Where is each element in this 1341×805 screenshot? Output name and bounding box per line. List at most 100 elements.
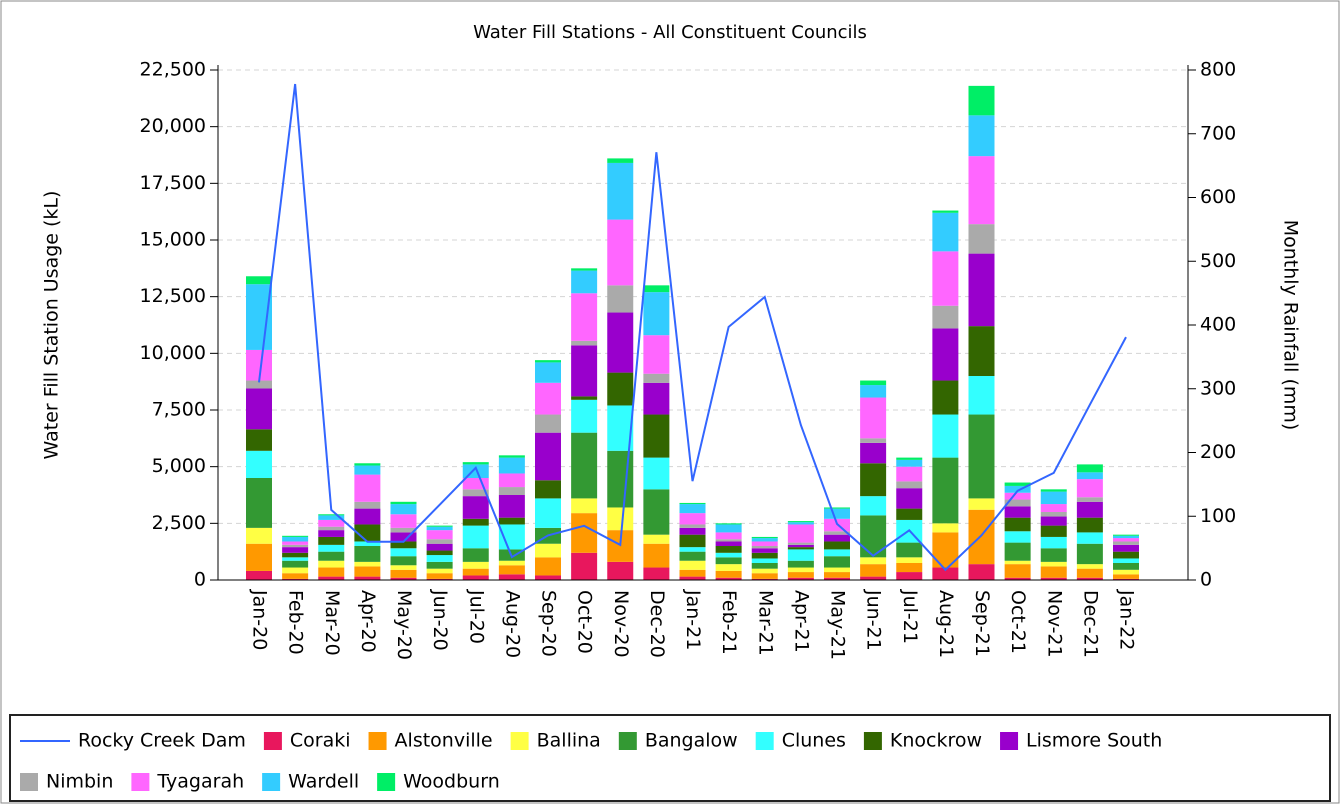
bar-segment [246, 543, 272, 571]
bar-segment [282, 547, 309, 553]
chart-title: Water Fill Stations - All Constituent Co… [473, 22, 867, 43]
bar-segment [426, 530, 453, 540]
bar-segment [751, 573, 778, 579]
bar-segment [824, 541, 850, 550]
bar-segment [824, 534, 850, 542]
y2-tick-label: 100 [1200, 505, 1236, 527]
bar-segment [498, 495, 525, 518]
bar-segment [535, 543, 561, 558]
bar-segment [426, 568, 453, 574]
bar-segment [571, 552, 598, 580]
bar-segment [1004, 531, 1031, 543]
bar-segment [246, 450, 272, 478]
bar-segment [679, 527, 706, 535]
x-tick-label: Apr-20 [357, 590, 379, 653]
y2-tick-label: 500 [1200, 250, 1236, 272]
x-tick-label: Nov-20 [610, 590, 632, 658]
bar-segment [751, 578, 778, 580]
bar-segment [426, 526, 453, 531]
bar-segment [860, 385, 887, 398]
bar-segment [715, 564, 742, 571]
bar-segment [571, 432, 598, 499]
bar-segment [679, 502, 706, 505]
bar-segment [932, 210, 959, 213]
bar-segment [968, 253, 995, 327]
bar-segment [246, 527, 272, 544]
legend-frame [9, 714, 1331, 802]
bar-segment [860, 380, 887, 386]
y2-tick-label: 400 [1200, 314, 1236, 336]
bar-segment [860, 557, 887, 565]
legend-swatch [618, 732, 637, 750]
bar-segment [824, 556, 850, 568]
x-tick-label: Feb-20 [285, 590, 307, 655]
bar-segment [1040, 504, 1067, 512]
bar-segment [643, 373, 670, 383]
bar-segment [860, 496, 887, 516]
bar-segment [824, 567, 850, 573]
bar-segment [715, 532, 742, 540]
x-tick-label: Oct-21 [1007, 590, 1029, 654]
bar-segment [824, 549, 850, 557]
bar-segment [932, 212, 959, 252]
bar-segment [1004, 499, 1031, 507]
bar-segment [932, 523, 959, 533]
bar-segment [462, 518, 489, 526]
bar-segment [824, 507, 850, 509]
bar-segment [498, 455, 525, 458]
bar-segment [643, 414, 670, 458]
bar-segment [1004, 577, 1031, 580]
bar-segment [607, 450, 634, 508]
bar-segment [282, 567, 309, 574]
bar-segment [1113, 563, 1139, 570]
legend-swatch [510, 732, 529, 750]
bar-segment [1113, 574, 1139, 579]
bar-segment [246, 284, 272, 350]
bar-segment [571, 498, 598, 514]
bar-segment [282, 536, 309, 542]
bar-segment [787, 567, 814, 573]
bar-segment [246, 429, 272, 451]
bar-segment [679, 551, 706, 561]
bar-segment [1113, 535, 1139, 539]
bar-segment [643, 543, 670, 568]
bar-segment [462, 561, 489, 569]
x-tick-label: Jun-20 [429, 589, 451, 651]
bar-segment [1113, 541, 1139, 545]
bar-segment [1004, 517, 1031, 532]
bar-segment [607, 162, 634, 220]
x-tick-label: May-21 [827, 590, 849, 660]
y2-tick-label: 700 [1200, 122, 1236, 144]
bar-segment [607, 561, 634, 580]
bar-segment [390, 556, 417, 566]
bar-segment [462, 496, 489, 519]
legend-label: Rocky Creek Dam [78, 730, 246, 752]
bar-segment [571, 293, 598, 341]
bar-segment [968, 115, 995, 157]
bar-segment [643, 567, 670, 580]
bar-segment [282, 552, 309, 558]
bar-segment [932, 457, 959, 524]
bar-segment [607, 219, 634, 286]
bar-segment [787, 577, 814, 580]
bar-segment [318, 560, 345, 568]
x-tick-label: Aug-20 [501, 590, 523, 658]
bar-segment [968, 564, 995, 580]
bar-segment [498, 487, 525, 495]
y2-tick-label: 600 [1200, 186, 1236, 208]
bar-segment [462, 478, 489, 490]
bar-segment [968, 376, 995, 415]
bar-segment [715, 570, 742, 578]
bar-segment [498, 473, 525, 488]
x-tick-label: Jul-20 [465, 589, 487, 644]
bar-segment [1076, 497, 1103, 502]
bar-segment [643, 382, 670, 415]
bar-segment [860, 463, 887, 497]
bar-segment [643, 489, 670, 535]
bar-segment [968, 326, 995, 376]
bar-segment [1113, 538, 1139, 542]
bar-segment [282, 544, 309, 548]
bar-segment [860, 397, 887, 439]
